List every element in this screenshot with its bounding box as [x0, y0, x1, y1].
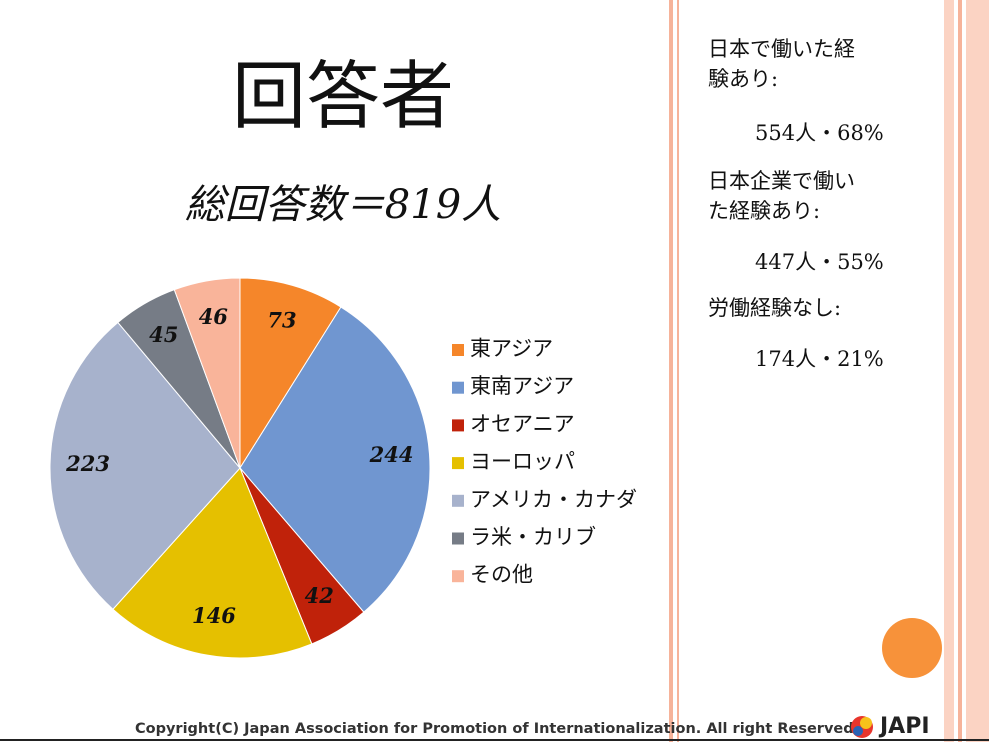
legend-swatch — [452, 344, 464, 356]
pie-slice — [239, 277, 342, 470]
stripe — [677, 0, 679, 742]
note-value: 447人・55% — [755, 250, 884, 274]
pie-slice — [239, 306, 431, 613]
legend-swatch — [452, 532, 464, 545]
note-value: 174人・21% — [755, 347, 884, 371]
logo-icon — [860, 717, 872, 729]
legend-label: ヨーロッパ — [470, 450, 575, 474]
data-label: 42 — [305, 583, 334, 608]
stripe — [966, 0, 989, 742]
note-value: 554人・68% — [755, 121, 884, 145]
logo-icon — [853, 726, 863, 736]
legend-swatch — [452, 494, 464, 507]
stripe — [958, 0, 962, 742]
note-label: 日本企業で働いた経験あり: — [708, 169, 855, 223]
chart-title: 回答者 — [232, 53, 454, 139]
logo: JAPI — [878, 714, 930, 739]
legend-label: ラ米・カリブ — [470, 525, 596, 549]
legend-label: その他 — [470, 563, 533, 587]
data-label: 46 — [199, 304, 229, 329]
legend-swatch — [452, 570, 464, 583]
data-label: 45 — [149, 322, 178, 347]
data-label: 244 — [369, 442, 414, 467]
pie-slice — [112, 467, 313, 659]
data-label: 146 — [192, 603, 236, 628]
pie-slice — [173, 277, 241, 469]
pie-slice — [49, 321, 241, 610]
legend-label: 東南アジア — [470, 374, 574, 398]
copyright: Copyright(C) Japan Association for Promo… — [135, 721, 854, 737]
legend-label: アメリカ・カナダ — [470, 487, 637, 511]
stripe — [669, 0, 673, 742]
note-label: 日本で働いた経験あり: — [708, 37, 855, 91]
legend-swatch — [452, 381, 464, 394]
data-label: 73 — [267, 307, 296, 332]
legend-label: 東アジア — [470, 337, 553, 361]
note-label: 労働経験なし: — [708, 296, 842, 320]
legend-swatch — [452, 419, 464, 432]
data-label: 223 — [65, 451, 110, 476]
legend-label: オセアニア — [470, 412, 575, 436]
chart-subtitle: 総回答数＝819人 — [185, 182, 501, 228]
stripe — [944, 0, 954, 742]
decor-circle — [882, 618, 942, 678]
legend-swatch — [452, 457, 464, 470]
